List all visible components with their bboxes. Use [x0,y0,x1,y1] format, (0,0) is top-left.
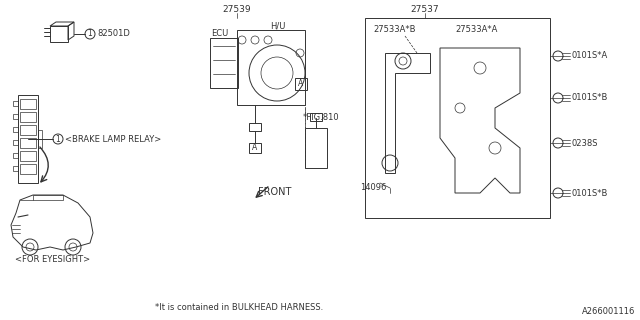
Bar [38,130,42,148]
Text: FRONT: FRONT [258,187,291,197]
Bar [20,125,36,135]
Text: *It is contained in BULKHEAD HARNESS.: *It is contained in BULKHEAD HARNESS. [155,303,323,313]
Text: *FIG.810: *FIG.810 [303,114,340,123]
Bar [13,153,18,158]
Bar [20,164,36,174]
Bar [365,18,550,218]
Bar [13,114,18,119]
Text: 0238S: 0238S [572,139,598,148]
Bar [237,30,305,105]
Text: 0101S*B: 0101S*B [572,188,609,197]
Bar [50,26,68,42]
Bar [13,127,18,132]
Text: A: A [252,143,258,153]
Bar [20,138,36,148]
Text: A: A [298,79,303,89]
Bar [18,95,38,183]
Bar [13,101,18,106]
Text: H/U: H/U [270,21,285,30]
Text: 14096: 14096 [360,183,387,193]
Text: 27533A*B: 27533A*B [373,26,415,35]
Bar [249,143,261,153]
Bar [310,113,322,121]
Text: 0101S*B: 0101S*B [572,93,609,102]
Bar [20,99,36,109]
Text: 27539: 27539 [223,5,252,14]
Bar [210,38,238,88]
Text: A266001116: A266001116 [582,308,635,316]
Text: 1: 1 [56,134,60,143]
Bar [305,128,327,168]
Bar [295,78,307,90]
Text: <FOR EYESIGHT>: <FOR EYESIGHT> [15,255,91,265]
Bar [20,112,36,122]
Text: ECU: ECU [211,28,228,37]
Text: 82501D: 82501D [97,29,130,38]
Bar [249,123,261,131]
Text: <BRAKE LAMP RELAY>: <BRAKE LAMP RELAY> [65,134,161,143]
Text: 27533A*A: 27533A*A [455,26,497,35]
Bar [20,151,36,161]
Text: 1: 1 [88,29,92,38]
Bar [13,166,18,171]
Bar [13,140,18,145]
Text: 0101S*A: 0101S*A [572,52,608,60]
Text: 27537: 27537 [411,5,439,14]
